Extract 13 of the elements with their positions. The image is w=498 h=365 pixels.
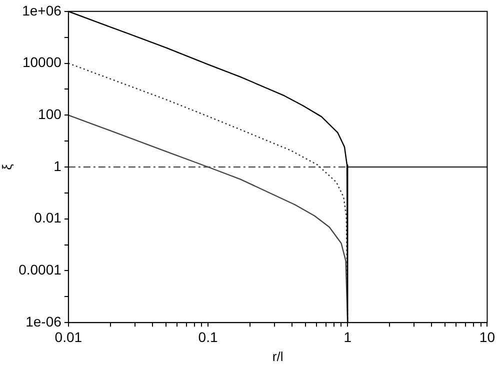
- y-tick-label: 100: [38, 106, 62, 122]
- y-tick-label: 1e+06: [22, 2, 62, 18]
- x-tick-label: 1: [344, 328, 352, 345]
- y-tick-label: 0.01: [34, 210, 62, 226]
- y-tick-label: 10000: [22, 54, 62, 70]
- y-axis-title: ξ: [0, 164, 14, 170]
- y-tick-label: 1e-06: [26, 313, 62, 330]
- x-tick-label: 0.1: [198, 328, 218, 345]
- y-tick-label: 0.0001: [18, 262, 62, 278]
- x-axis-title: r/l: [272, 348, 284, 364]
- x-tick-label: 0.01: [54, 328, 82, 345]
- y-tick-label: 1: [54, 158, 62, 174]
- x-tick-label: 10: [479, 328, 496, 345]
